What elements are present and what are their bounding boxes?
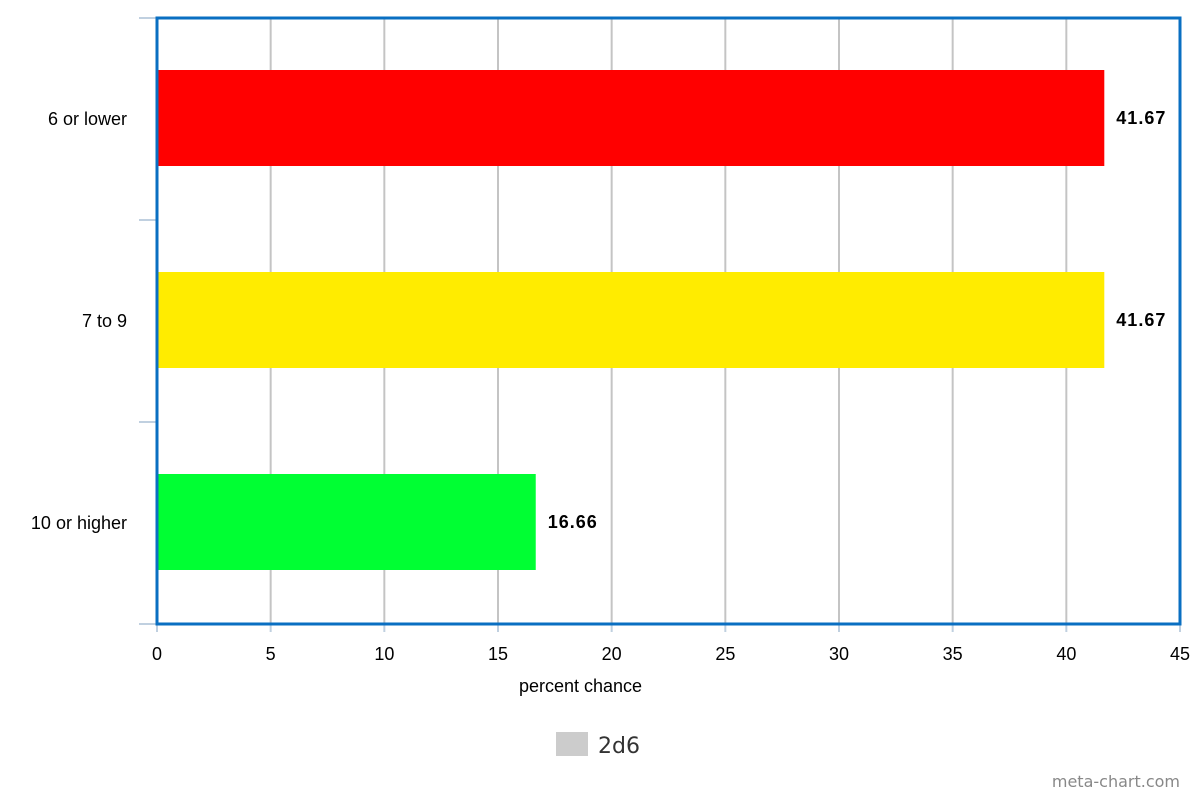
y-category-label: 10 or higher — [31, 513, 127, 533]
bar — [157, 272, 1105, 368]
x-tick-label: 10 — [374, 644, 394, 664]
x-tick-label: 25 — [715, 644, 735, 664]
x-tick-label: 0 — [152, 644, 162, 664]
x-tick-label: 35 — [943, 644, 963, 664]
plot-frame — [155, 16, 1182, 626]
x-tick-label: 45 — [1170, 644, 1190, 664]
data-label: 16.66 — [548, 512, 598, 532]
data-label: 41.67 — [1116, 310, 1166, 330]
x-tick-label: 15 — [488, 644, 508, 664]
bar — [157, 70, 1105, 166]
x-tick-label: 5 — [266, 644, 276, 664]
x-tick-label: 20 — [602, 644, 622, 664]
legend-label: 2d6 — [598, 734, 640, 759]
data-label: 41.67 — [1116, 108, 1166, 128]
x-axis-title: percent chance — [519, 676, 642, 696]
x-tick-label: 30 — [829, 644, 849, 664]
watermark: meta-chart.com — [1051, 772, 1180, 791]
y-category-label: 7 to 9 — [82, 311, 127, 331]
y-category-label: 6 or lower — [48, 109, 127, 129]
x-tick-label: 40 — [1056, 644, 1076, 664]
legend-swatch — [556, 732, 588, 756]
bar — [157, 474, 536, 570]
